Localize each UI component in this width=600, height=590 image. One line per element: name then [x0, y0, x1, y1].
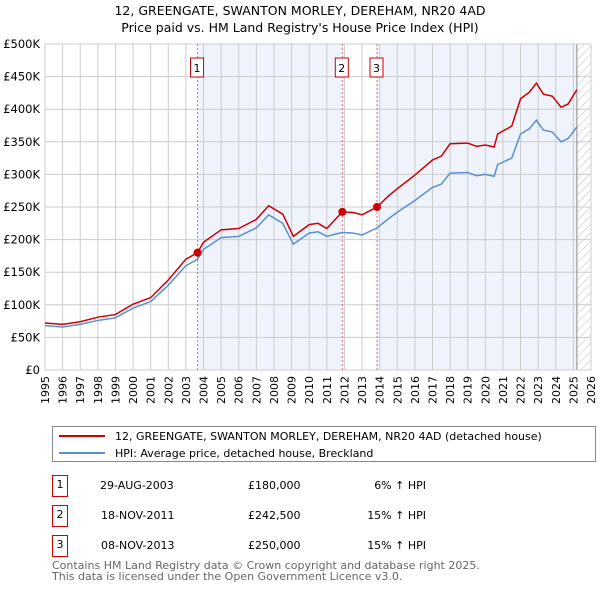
legend-label: 12, GREENGATE, SWANTON MORLEY, DEREHAM, …	[115, 429, 542, 443]
x-tick-label: 2005	[215, 376, 228, 404]
x-tick-label: 2022	[515, 376, 528, 404]
transaction-price: £242,500	[248, 509, 301, 522]
sale-marker-label: 3	[373, 62, 380, 75]
x-tick-label: 2020	[479, 376, 492, 404]
marker-badge: 1	[52, 475, 68, 497]
x-tick-label: 2015	[391, 376, 404, 404]
y-tick-label: £0	[25, 363, 40, 377]
transaction-row: 2 18-NOV-2011 £242,500 15% ↑ HPI	[52, 505, 452, 527]
sale-point	[193, 248, 202, 257]
legend-swatch-property	[59, 435, 105, 437]
legend-swatch-hpi	[59, 452, 105, 454]
y-tick-label: £350K	[3, 135, 40, 149]
x-tick-label: 2025	[567, 376, 580, 404]
x-tick-label: 2000	[127, 376, 140, 404]
x-tick-label: 2019	[462, 376, 475, 404]
x-tick-label: 2007	[250, 376, 263, 404]
y-tick-label: £300K	[3, 167, 40, 181]
sale-point	[373, 203, 382, 211]
sale-marker-badge	[334, 57, 349, 78]
price-chart: 1995 1996 1997 1998 1999 2000 2001 2002 2003 2004…	[3, 37, 598, 404]
marker-badge: 2	[52, 505, 68, 527]
footer-licence: This data is licensed under the Open Gov…	[52, 570, 403, 583]
x-tick-label: 1995	[39, 376, 52, 404]
x-tick-label: 2012	[338, 376, 351, 404]
marker-badge: 3	[52, 535, 68, 557]
y-tick-label: £200K	[3, 233, 40, 247]
x-tick-label: 2011	[321, 376, 334, 404]
sale-marker-badge	[369, 57, 384, 78]
transaction-hpi: 15% ↑ HPI	[367, 509, 426, 522]
x-tick-label: 2001	[145, 376, 158, 404]
sale-marker-label: 2	[338, 62, 345, 75]
y-tick-label: £400K	[3, 102, 40, 116]
transaction-row: 3 08-NOV-2013 £250,000 15% ↑ HPI	[52, 535, 452, 557]
x-tick-label: 2024	[550, 376, 563, 404]
x-tick-label: 1997	[74, 376, 87, 404]
transaction-price: £180,000	[248, 479, 301, 492]
y-tick-label: £150K	[3, 265, 40, 279]
chart-subtitle: Price paid vs. HM Land Registry's House …	[121, 20, 479, 35]
x-tick-label: 2023	[532, 376, 545, 404]
x-tick-label: 2008	[268, 376, 281, 404]
x-tick-label: 2009	[286, 376, 299, 404]
y-tick-label: £100K	[3, 298, 40, 312]
x-tick-label: 2004	[198, 376, 211, 404]
x-tick-label: 2003	[180, 376, 193, 404]
y-tick-label: £50K	[11, 330, 41, 344]
x-tick-label: 2006	[233, 376, 246, 404]
transaction-price: £250,000	[248, 539, 301, 552]
x-tick-label: 1999	[109, 376, 122, 404]
y-tick-label: £250K	[3, 200, 40, 214]
legend-item-property: 12, GREENGATE, SWANTON MORLEY, DEREHAM, …	[59, 428, 542, 444]
x-tick-label: 2016	[409, 376, 422, 404]
legend-item-hpi: HPI: Average price, detached house, Brec…	[59, 445, 373, 461]
x-tick-label: 2026	[585, 376, 598, 404]
series-line-property	[44, 81, 578, 326]
x-tick-label: 2013	[356, 376, 369, 404]
chart-title: 12, GREENGATE, SWANTON MORLEY, DEREHAM, …	[114, 3, 486, 18]
x-tick-label: 2021	[497, 376, 510, 404]
x-tick-label: 2010	[303, 376, 316, 404]
transaction-hpi: 15% ↑ HPI	[367, 539, 426, 552]
sale-marker-badge	[190, 57, 205, 78]
legend: 12, GREENGATE, SWANTON MORLEY, DEREHAM, …	[52, 426, 596, 462]
x-tick-label: 1996	[57, 376, 70, 404]
transaction-date: 29-AUG-2003	[100, 479, 174, 492]
transaction-row: 1 29-AUG-2003 £180,000 6% ↑ HPI	[52, 475, 452, 497]
plot-frame	[44, 43, 592, 371]
x-tick-label: 2002	[162, 376, 175, 404]
x-tick-label: 2017	[426, 376, 439, 404]
x-tick-label: 2014	[374, 376, 387, 404]
sale-marker-label: 1	[194, 62, 201, 75]
y-tick-label: £450K	[3, 70, 40, 84]
sale-point	[338, 207, 347, 216]
y-tick-label: £500K	[3, 37, 40, 51]
legend-label: HPI: Average price, detached house, Brec…	[115, 446, 374, 460]
x-tick-label: 2018	[444, 376, 457, 404]
transaction-date: 08-NOV-2013	[101, 539, 175, 552]
transaction-hpi: 6% ↑ HPI	[374, 479, 426, 492]
series-line-hpi	[44, 119, 578, 328]
x-tick-label: 1998	[92, 376, 105, 404]
footer-copyright: Contains HM Land Registry data © Crown c…	[52, 559, 480, 572]
transaction-date: 18-NOV-2011	[101, 509, 175, 522]
